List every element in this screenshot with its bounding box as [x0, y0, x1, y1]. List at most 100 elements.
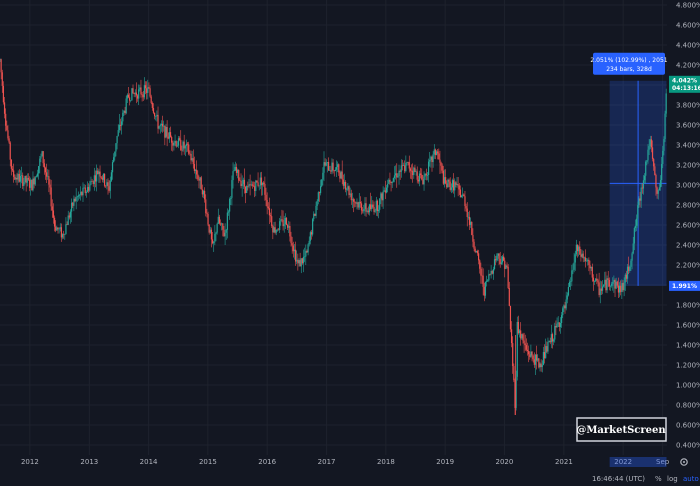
candle-body: [395, 173, 397, 176]
candle-body: [174, 141, 176, 143]
candle-body: [206, 213, 208, 215]
candle-body: [346, 189, 348, 190]
candle-body: [488, 274, 490, 281]
candle-body: [271, 216, 273, 226]
candle-body: [188, 144, 190, 154]
candle-body: [611, 283, 613, 286]
candle-body: [451, 180, 454, 188]
percent-toggle[interactable]: %: [655, 475, 662, 483]
candle-body: [499, 258, 501, 264]
candle-body: [63, 234, 65, 235]
candle-body: [601, 286, 604, 291]
x-tick-label: 2021: [555, 458, 573, 466]
candle-body: [331, 162, 333, 172]
candle-body: [42, 151, 44, 164]
candle-body: [258, 185, 260, 187]
candle-body: [44, 167, 47, 173]
gear-icon[interactable]: [680, 458, 688, 466]
candle-body: [476, 251, 479, 254]
candle-body: [73, 198, 75, 206]
candle-body: [38, 166, 40, 174]
candle-body: [85, 191, 87, 193]
candle-body: [47, 176, 49, 177]
candle-body: [292, 245, 294, 252]
candle-body: [83, 187, 85, 189]
candle-body: [8, 138, 10, 143]
candle-body: [175, 141, 177, 147]
candle-body: [410, 170, 413, 172]
candle-body: [540, 363, 542, 368]
candle-body: [14, 176, 16, 180]
candle-body: [510, 329, 513, 344]
y-tick-label: 1.000%: [676, 382, 700, 390]
candle-body: [233, 170, 235, 172]
candle-body: [483, 286, 485, 296]
candle-body: [200, 177, 202, 190]
candle-body: [641, 187, 643, 189]
candle-body: [643, 175, 646, 181]
candle-body: [337, 164, 339, 168]
candle-body: [518, 330, 521, 334]
candle-body: [456, 184, 458, 185]
candle-body: [165, 127, 167, 138]
candle-body: [340, 171, 342, 179]
candle-body: [146, 88, 148, 93]
candle-body: [566, 295, 568, 300]
log-toggle[interactable]: log: [667, 475, 678, 483]
candle-body: [501, 256, 504, 263]
candle-body: [107, 182, 109, 187]
candle-body: [655, 174, 657, 188]
candle-body: [108, 186, 110, 191]
candle-body: [545, 346, 547, 359]
candle-body: [349, 193, 351, 195]
candle-body: [177, 138, 180, 146]
candle-body: [216, 223, 218, 233]
candle-body: [592, 277, 595, 282]
candle-body: [546, 346, 548, 352]
candle-body: [452, 180, 455, 191]
candle-body: [281, 219, 283, 220]
candle-body: [27, 178, 30, 180]
candle-body: [184, 145, 186, 149]
candle-body: [543, 352, 546, 359]
auto-toggle[interactable]: auto: [683, 475, 699, 483]
candle-body: [517, 321, 519, 334]
candle-body: [55, 226, 57, 231]
candle-body: [607, 278, 609, 280]
candle-body: [293, 249, 296, 252]
candle-body: [68, 215, 70, 218]
candle-body: [617, 285, 620, 293]
y-tick-label: 0.600%: [676, 422, 700, 430]
candle-body: [534, 354, 537, 365]
candle-body: [450, 187, 452, 190]
candle-body: [13, 170, 15, 177]
candle-body: [159, 125, 161, 127]
candle-body: [515, 376, 517, 408]
candle-body: [133, 93, 135, 94]
measure-range[interactable]: 2.051% (102.99%) , 2051 234 bars, 328d: [590, 52, 668, 286]
candle-body: [408, 162, 410, 169]
candle-body: [53, 217, 56, 227]
candle-body: [341, 171, 343, 180]
candle-body: [204, 190, 206, 200]
candle-body: [205, 199, 207, 214]
candle-body: [315, 205, 317, 216]
candle-body: [127, 94, 130, 98]
candle-body: [166, 127, 168, 137]
candle-body: [352, 199, 355, 202]
y-tick-label: 3.000%: [676, 182, 700, 190]
candle-body: [296, 259, 298, 262]
candle-body: [209, 229, 211, 233]
y-tick-label: 0.800%: [676, 402, 700, 410]
candle-body: [264, 184, 266, 195]
y-axis[interactable]: 0.400% 0.600% 0.800% 1.000% 1.200% 1.400% 1.60…: [676, 2, 700, 450]
candle-body: [485, 280, 488, 282]
candle-body: [665, 93, 667, 114]
y-tick-label: 2.400%: [676, 242, 700, 250]
candle-body: [648, 146, 650, 150]
candle-body: [658, 187, 660, 191]
candle-body: [342, 179, 344, 186]
candle-body: [475, 251, 477, 253]
candle-body: [574, 254, 576, 263]
